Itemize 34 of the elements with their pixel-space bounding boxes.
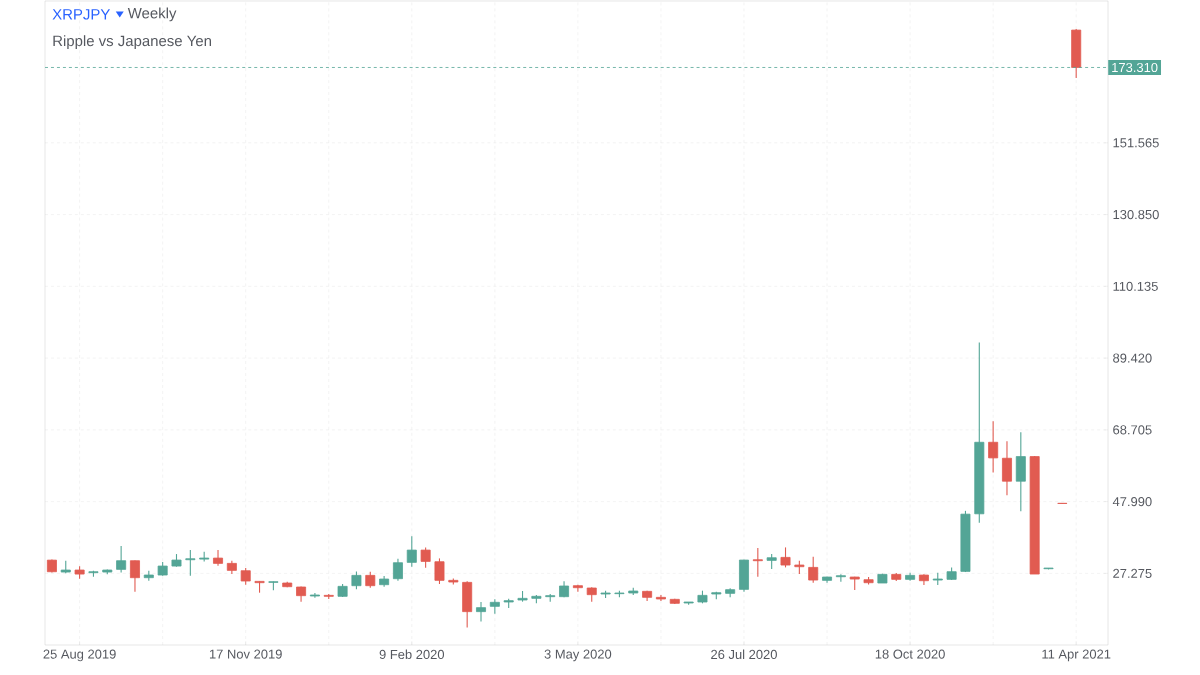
- candlestick: [213, 549, 223, 567]
- candlestick: [434, 557, 445, 585]
- x-tick-label: 11 Apr 2021: [1042, 649, 1111, 662]
- candlestick: [808, 556, 819, 584]
- y-tick-label: 151.565: [1113, 138, 1159, 148]
- x-tick-label: 26 Jul 2020: [711, 649, 777, 660]
- x-tick-label: 25 Aug 2019: [43, 649, 116, 662]
- y-tick-label: 130.850: [1113, 209, 1159, 220]
- candlestick: [130, 559, 140, 593]
- candlestick: [420, 546, 431, 569]
- y-tick-label: 27.275: [1113, 568, 1152, 578]
- chart-subtitle: Weekly: [127, 7, 177, 22]
- y-tick-label: 47.990: [1112, 497, 1152, 507]
- y-tick-label: 110.135: [1113, 281, 1158, 291]
- x-tick-label: 18 Oct 2020: [875, 649, 945, 659]
- x-tick-label: 9 Feb 2020: [379, 649, 445, 660]
- candlestick: [476, 601, 486, 623]
- candlestick: [780, 546, 791, 568]
- candlestick: [988, 420, 999, 474]
- candlestick: [185, 549, 196, 577]
- y-tick-label: 68.705: [1113, 425, 1152, 435]
- ref-line-label: 173.310: [1112, 62, 1158, 73]
- candlestick: [392, 558, 403, 582]
- y-tick-label: 89.420: [1113, 353, 1152, 363]
- candlestick: [572, 584, 583, 593]
- candlestick: [116, 545, 127, 573]
- candlestick: [1002, 440, 1012, 496]
- candlestick: [835, 573, 846, 583]
- chart-title: XRPJPY: [52, 9, 111, 20]
- x-tick-label: 17 Nov 2019: [209, 649, 282, 659]
- candlestick: [752, 547, 763, 578]
- annotation: Ripple vs Japanese Yen: [53, 35, 211, 50]
- candlestick: [406, 535, 417, 568]
- x-tick-label: 3 May 2020: [544, 649, 612, 662]
